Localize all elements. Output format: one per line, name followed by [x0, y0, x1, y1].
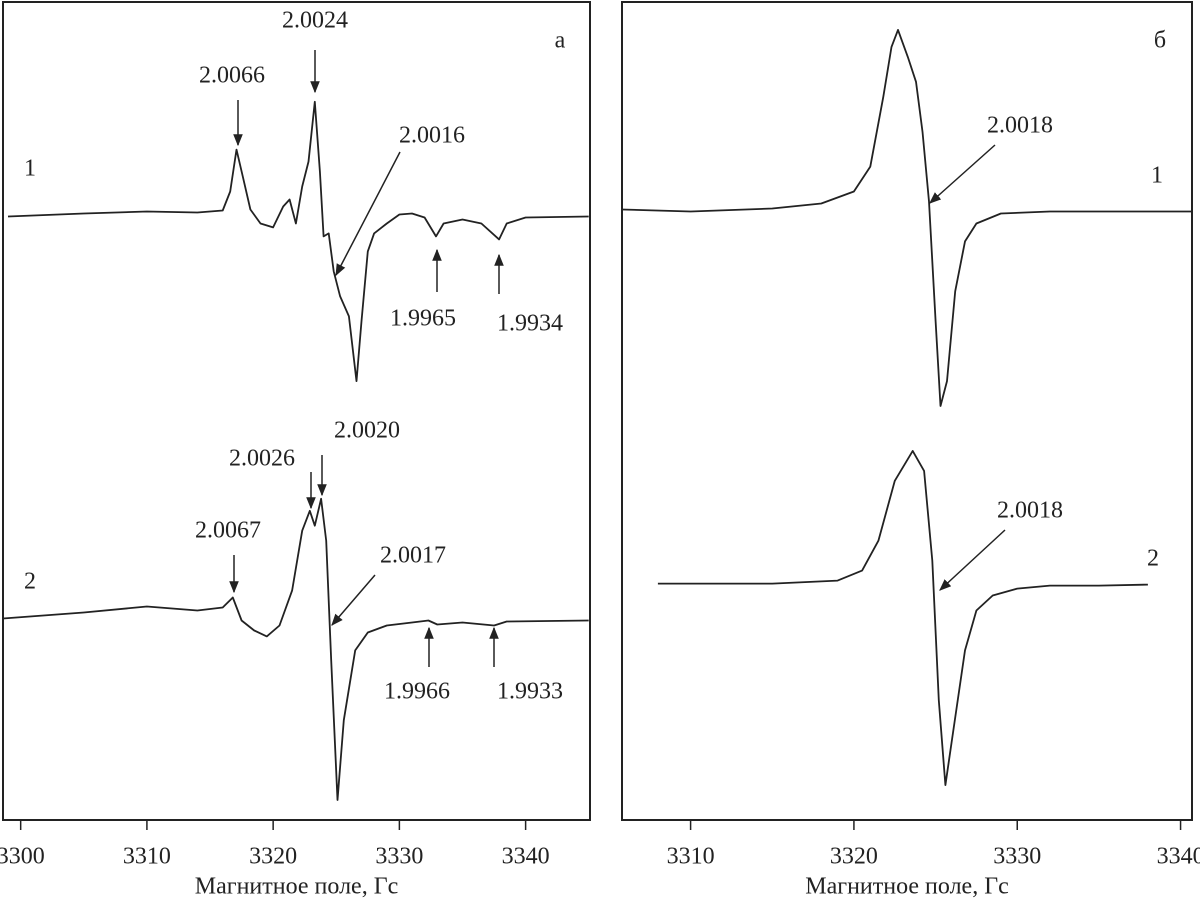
x-tick-label: 3330 [993, 844, 1041, 870]
spectrum-line [657, 450, 1148, 786]
panel-label: а [555, 28, 566, 54]
g-factor-label: 2.0026 [229, 446, 295, 472]
x-tick-label: 3300 [0, 844, 45, 870]
x-tick-label: 3320 [249, 844, 297, 870]
curve-label: 2 [24, 569, 36, 595]
x-tick-label: 3310 [123, 844, 171, 870]
g-factor-label: 2.0024 [282, 8, 348, 34]
plot-frame [621, 1, 1193, 821]
spectrum-line [2, 497, 589, 801]
annotation-arrow [939, 529, 1006, 591]
g-factor-label: 2.0018 [997, 498, 1063, 524]
spectrum-line [7, 100, 589, 382]
g-factor-label: 1.9965 [390, 306, 456, 332]
spectrum-line [621, 29, 1192, 407]
g-factor-label: 2.0018 [987, 113, 1053, 139]
g-factor-label: 2.0066 [199, 63, 265, 89]
x-axis-label: Магнитное поле, Гс [195, 874, 398, 900]
x-tick-label: 3340 [1157, 844, 1200, 870]
annotation-arrow [929, 144, 996, 204]
g-factor-label: 2.0017 [380, 543, 446, 569]
annotation-arrow [335, 151, 401, 277]
g-factor-label: 1.9934 [497, 311, 563, 337]
curve-label: 1 [24, 156, 36, 182]
curve-label: 1 [1151, 163, 1163, 189]
x-axis-label: Магнитное поле, Гс [805, 874, 1008, 900]
plot-frame [2, 1, 591, 821]
g-factor-label: 2.0067 [195, 518, 261, 544]
panel-label: б [1154, 28, 1166, 54]
g-factor-label: 1.9966 [384, 679, 450, 705]
annotation-arrow [331, 574, 376, 626]
x-tick-label: 3330 [375, 844, 423, 870]
g-factor-label: 1.9933 [497, 679, 563, 705]
x-tick-label: 3320 [830, 844, 878, 870]
g-factor-label: 2.0016 [399, 123, 465, 149]
curve-label: 2 [1147, 546, 1159, 572]
x-tick-label: 3310 [667, 844, 715, 870]
x-tick-label: 3340 [502, 844, 550, 870]
g-factor-label: 2.0020 [334, 418, 400, 444]
